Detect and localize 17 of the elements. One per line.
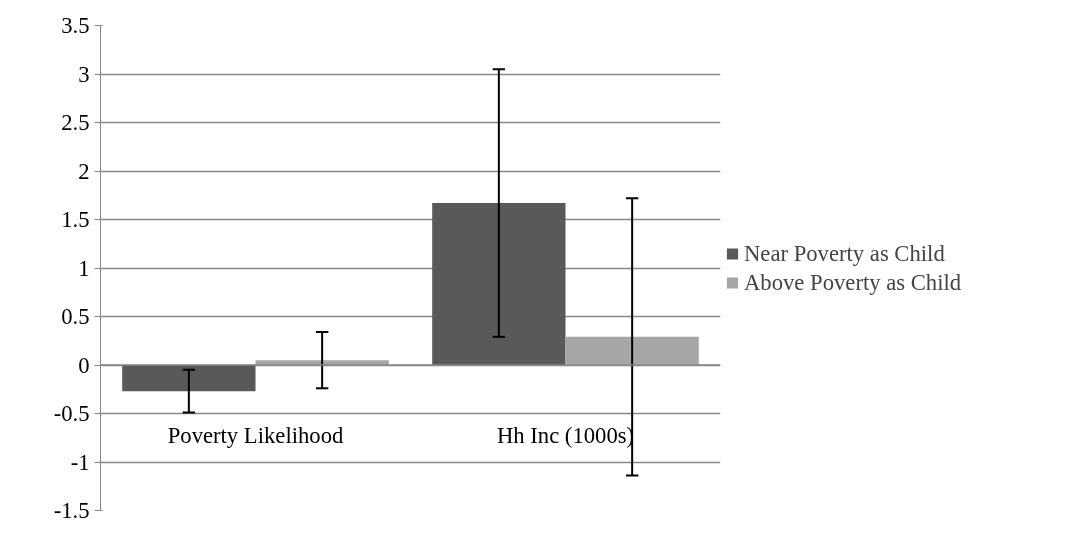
y-tick-label: 2 — [78, 158, 90, 184]
y-tick-label: -1 — [70, 449, 90, 475]
x-tick-label: Poverty Likelihood — [167, 423, 344, 449]
bar — [122, 365, 256, 392]
y-tick-label: -1.5 — [53, 498, 90, 523]
y-tick-label: 1.5 — [61, 207, 90, 232]
bar — [432, 203, 566, 365]
y-tick-label: 0.5 — [61, 304, 90, 329]
y-tick-label: -0.5 — [53, 401, 90, 426]
bar — [565, 336, 699, 365]
legend-label: Near Poverty as Child — [744, 240, 945, 266]
y-tick-label: 3 — [78, 61, 90, 87]
y-tick-label: 3.5 — [61, 13, 90, 38]
y-tick-label: 1 — [78, 255, 90, 281]
y-tick-label: 2.5 — [61, 110, 90, 135]
legend-label: Above Poverty as Child — [744, 269, 962, 295]
y-tick-label: 0 — [78, 352, 90, 378]
